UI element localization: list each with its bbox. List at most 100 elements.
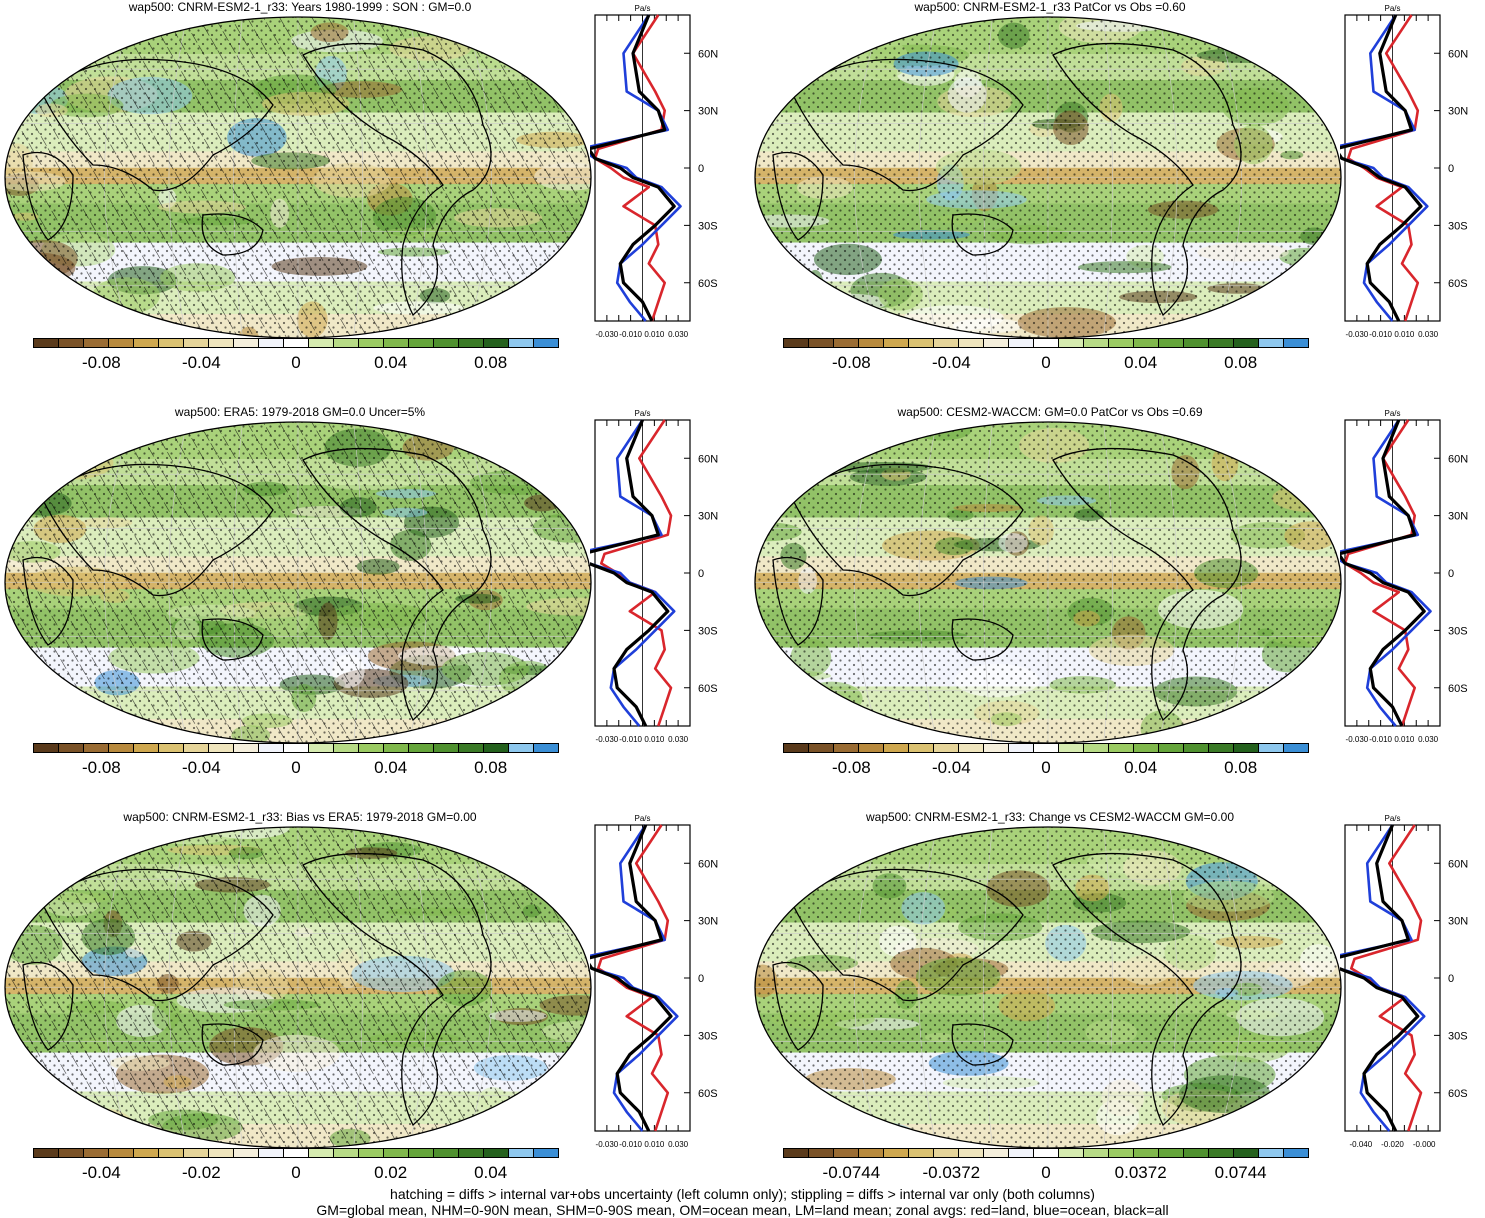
panel-4: wap500: CESM2-WACCM: GM=0.0 PatCor vs Ob…	[750, 405, 1485, 805]
colorbar-swatch	[809, 339, 834, 347]
colorbar-tick-label: 0.04	[1124, 353, 1158, 372]
colorbar-swatch	[34, 339, 59, 347]
colorbar-swatch	[59, 744, 84, 752]
colorbar-swatch	[359, 339, 384, 347]
colorbar-tick-label: 0.0372	[1114, 1163, 1167, 1182]
colorbar-swatch	[884, 744, 909, 752]
colorbar-swatch	[1209, 1149, 1234, 1157]
zonal-profile-plot: Pa/s 60N 30N 0 30S 60S -0.030 -0.010 0.010 0.030	[1340, 4, 1468, 339]
colorbar-swatch	[334, 1149, 359, 1157]
profile-series-land	[1343, 419, 1416, 727]
colorbar-swatch	[109, 1149, 134, 1157]
colorbar-swatch	[284, 339, 309, 347]
profile-x-tick-label: -0.020	[1381, 1140, 1404, 1149]
colorbar-tick-label: 0	[291, 353, 301, 372]
panel-title: wap500: ERA5: 1979-2018 GM=0.0 Uncer=5%	[174, 405, 426, 419]
zonal-profile-plot: Pa/s 60N 30N 0 30S 60S -0.030 -0.010 0.010 0.030	[590, 4, 718, 339]
colorbar-swatch	[284, 1149, 309, 1157]
colorbar-swatch	[1059, 1149, 1084, 1157]
colorbar-swatch	[134, 339, 159, 347]
colorbar-swatch	[1109, 744, 1134, 752]
colorbar-swatch	[84, 744, 109, 752]
colorbar-swatch	[109, 339, 134, 347]
colorbar-swatch	[1259, 1149, 1284, 1157]
colorbar-swatch	[1084, 339, 1109, 347]
colorbar-swatch	[1009, 744, 1034, 752]
profile-unit-label: Pa/s	[634, 409, 650, 418]
colorbar-swatch	[509, 339, 534, 347]
profile-series-land	[593, 14, 666, 322]
profile-series-all	[1340, 14, 1423, 322]
colorbar-swatch	[134, 744, 159, 752]
colorbar-swatch	[159, 1149, 184, 1157]
profile-x-tick-label: 0.030	[668, 1140, 689, 1149]
colorbar-tick-label: -0.08	[832, 353, 871, 372]
colorbar-swatch	[1159, 339, 1184, 347]
panel-title: wap500: CNRM-ESM2-1_r33: Years 1980-1999…	[128, 0, 472, 14]
profile-series-land	[1346, 14, 1420, 322]
latitude-tick-label: 30N	[1448, 916, 1468, 928]
latitude-tick-label: 30N	[698, 916, 718, 928]
colorbar-tick-label: -0.02	[181, 1163, 221, 1182]
colorbar-swatch	[59, 1149, 84, 1157]
colorbar-labels: -0.08 -0.04 0 0.04 0.08	[783, 758, 1309, 780]
profile-unit-label: Pa/s	[1384, 814, 1400, 823]
colorbar-swatch	[1059, 744, 1084, 752]
colorbar-swatch	[184, 744, 209, 752]
profile-x-tick-label: 0.030	[668, 735, 689, 744]
zonal-profile-plot: Pa/s 60N 30N 0 30S 60S -0.030 -0.010 0.010 0.030	[590, 814, 718, 1149]
colorbar-swatch	[1184, 339, 1209, 347]
latitude-tick-label: 30S	[698, 625, 718, 637]
profile-series-all	[1340, 824, 1420, 1132]
profile-x-tick-label: -0.030	[596, 330, 619, 339]
panel-title: wap500: CNRM-ESM2-1_r33 PatCor vs Obs =0…	[914, 0, 1186, 14]
colorbar	[783, 743, 1309, 753]
colorbar-swatch	[384, 1149, 409, 1157]
colorbar-swatch	[209, 1149, 234, 1157]
colorbar-tick-label: -0.04	[931, 353, 971, 372]
colorbar-swatch	[509, 1149, 534, 1157]
colorbar-swatch	[259, 339, 284, 347]
colorbar-swatch	[809, 1149, 834, 1157]
colorbar-swatch	[484, 339, 509, 347]
colorbar-swatch	[234, 339, 259, 347]
colorbar-swatch	[784, 339, 809, 347]
colorbar-swatch	[1109, 1149, 1134, 1157]
colorbar-swatch	[784, 1149, 809, 1157]
panel-5: wap500: CNRM-ESM2-1_r33: Bias vs ERA5: 1…	[0, 810, 745, 1210]
latitude-tick-label: 60N	[698, 858, 718, 870]
profile-x-tick-label: -0.030	[1346, 330, 1369, 339]
map-plot	[754, 421, 1342, 744]
colorbar-swatch	[109, 744, 134, 752]
profile-x-tick-label: -0.030	[596, 1140, 619, 1149]
colorbar-swatch	[409, 339, 434, 347]
colorbar-swatch	[1234, 1149, 1259, 1157]
latitude-tick-label: 30S	[698, 1030, 718, 1042]
profile-x-tick-label: -0.030	[596, 735, 619, 744]
colorbar-swatch	[434, 1149, 459, 1157]
colorbar-swatch	[309, 744, 334, 752]
panel-1: wap500: CNRM-ESM2-1_r33: Years 1980-1999…	[0, 0, 745, 400]
colorbar-swatch	[459, 1149, 484, 1157]
colorbar-tick-label: 0.08	[474, 758, 508, 777]
colorbar-swatch	[1009, 1149, 1034, 1157]
colorbar-swatch	[934, 1149, 959, 1157]
colorbar-tick-label: -0.08	[82, 758, 121, 777]
colorbar-swatch	[484, 744, 509, 752]
panel-title: wap500: CNRM-ESM2-1_r33: Bias vs ERA5: 1…	[123, 810, 477, 824]
colorbar-swatch	[1159, 744, 1184, 752]
colorbar-tick-label: 0	[1041, 353, 1051, 372]
colorbar-swatch	[959, 1149, 984, 1157]
colorbar-swatch	[1034, 744, 1059, 752]
colorbar-swatch	[884, 1149, 909, 1157]
profile-x-tick-label: 0.030	[1418, 735, 1439, 744]
panel-title: wap500: CNRM-ESM2-1_r33: Change vs CESM2…	[865, 810, 1234, 824]
colorbar-tick-label: 0.08	[1224, 353, 1258, 372]
colorbar-swatch	[934, 744, 959, 752]
colorbar-tick-label: 0	[291, 1163, 301, 1182]
colorbar-swatch	[409, 1149, 434, 1157]
colorbar-swatch	[534, 339, 558, 347]
colorbar-labels: -0.04 -0.02 0 0.02 0.04	[33, 1163, 559, 1185]
colorbar-tick-label: -0.04	[181, 353, 221, 372]
latitude-tick-label: 30N	[1448, 106, 1468, 118]
